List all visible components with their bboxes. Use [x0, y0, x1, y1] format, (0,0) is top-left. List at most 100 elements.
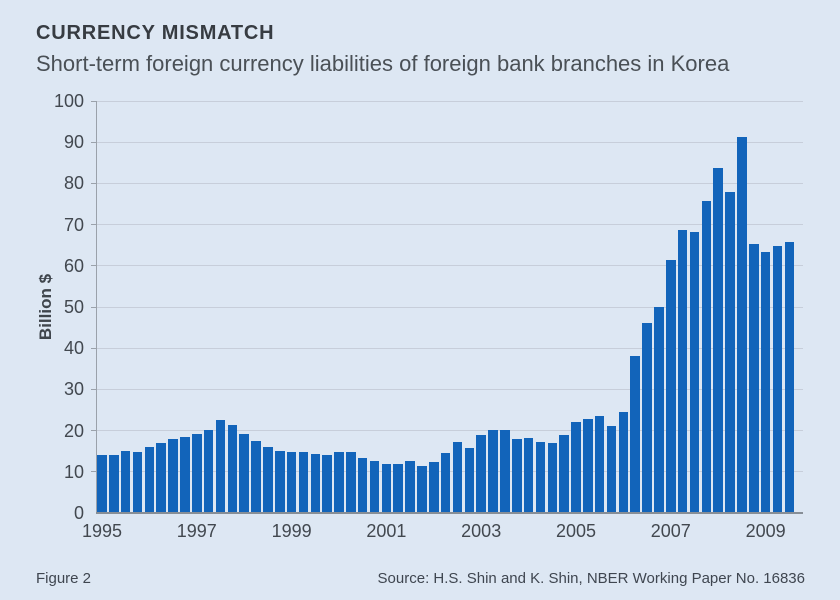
x-tick-label: 1997: [176, 521, 217, 541]
y-tick-mark: [91, 306, 96, 308]
bar: [369, 460, 380, 513]
bar: [227, 424, 238, 513]
bar: [215, 420, 226, 513]
bar: [583, 418, 593, 513]
bar: [239, 434, 249, 513]
gridline: [96, 388, 803, 390]
bar: [654, 306, 664, 513]
bar: [251, 440, 261, 513]
bar: [784, 241, 795, 513]
bar: [346, 451, 356, 513]
bar: [559, 434, 569, 513]
gridline: [96, 182, 803, 184]
bar: [630, 356, 641, 513]
bar: [737, 136, 747, 513]
x-tick-label: 2005: [555, 521, 597, 541]
bar: [109, 455, 119, 513]
x-tick-label: 2007: [650, 521, 691, 541]
bar: [666, 260, 676, 513]
bar: [357, 458, 368, 513]
bar: [393, 463, 404, 513]
bar: [713, 167, 723, 513]
x-tick-label: 2001: [366, 521, 407, 541]
y-tick-mark: [91, 471, 96, 473]
gridline: [96, 265, 803, 267]
bar: [440, 453, 451, 513]
bar: [156, 442, 167, 513]
bar: [571, 421, 581, 513]
chart-title: CURRENCY MISMATCH: [36, 22, 275, 44]
x-axis-line: [96, 512, 803, 514]
bar: [286, 451, 297, 513]
bar: [192, 433, 202, 513]
bar: [203, 430, 214, 513]
y-tick-label: 90: [63, 132, 84, 153]
x-tick-label: 2009: [745, 521, 786, 541]
bar: [547, 442, 558, 513]
y-tick-mark: [91, 100, 96, 102]
y-tick-label: 40: [63, 338, 84, 359]
plot-area: [91, 100, 803, 514]
bar: [144, 447, 155, 513]
bar: [642, 322, 652, 513]
y-tick-label: 100: [53, 91, 84, 111]
y-tick-label: 20: [63, 420, 84, 441]
bar: [701, 201, 712, 513]
bar: [500, 429, 510, 513]
bar: [488, 429, 498, 513]
bar: [310, 454, 321, 513]
bar: [618, 411, 629, 513]
y-tick-label: 10: [63, 461, 84, 482]
bar: [760, 252, 771, 513]
y-axis-line: [96, 101, 97, 513]
bar: [263, 447, 273, 513]
y-tick-mark: [91, 388, 96, 390]
y-tick-mark: [91, 430, 96, 432]
y-tick-label: 0: [73, 503, 84, 523]
bar: [381, 463, 392, 513]
bar: [405, 460, 415, 513]
bar: [476, 434, 486, 513]
bar: [322, 455, 332, 513]
x-tick-label: 2003: [461, 521, 502, 541]
y-tick-label: 30: [63, 379, 84, 400]
bar: [452, 442, 463, 513]
source-text: Source: H.S. Shin and K. Shin, NBER Work…: [377, 570, 805, 587]
bar: [689, 232, 700, 513]
y-tick-mark: [91, 141, 96, 143]
bar: [511, 439, 522, 513]
y-tick-label: 80: [63, 173, 84, 194]
bar: [180, 437, 190, 513]
figure-label: Figure 2: [36, 570, 92, 587]
bar: [429, 461, 439, 513]
bar: [97, 455, 107, 513]
x-tick-label: 1995: [81, 521, 123, 541]
y-tick-label: 60: [63, 255, 84, 276]
bar: [168, 438, 178, 513]
bar: [677, 229, 688, 513]
bar: [606, 425, 617, 513]
gridline: [96, 141, 803, 143]
gridline: [96, 224, 803, 226]
bar: [748, 243, 759, 513]
bar: [464, 447, 475, 513]
gridline: [96, 100, 803, 102]
y-tick-mark: [91, 265, 96, 267]
gridline: [96, 430, 803, 432]
bar: [535, 441, 546, 513]
bar: [334, 452, 344, 513]
chart-subtitle: Short-term foreign currency liabilities …: [36, 51, 730, 76]
y-tick-mark: [91, 347, 96, 349]
bar: [120, 450, 131, 513]
gridline: [96, 306, 803, 308]
bar: [132, 452, 143, 513]
bar: [725, 192, 735, 513]
y-tick-label: 50: [63, 297, 84, 317]
y-tick-label: 70: [63, 214, 84, 235]
y-tick-mark: [91, 182, 96, 184]
bar: [772, 245, 783, 513]
bar: [594, 415, 605, 513]
gridline: [96, 347, 803, 349]
x-tick-label: 1999: [271, 521, 312, 541]
